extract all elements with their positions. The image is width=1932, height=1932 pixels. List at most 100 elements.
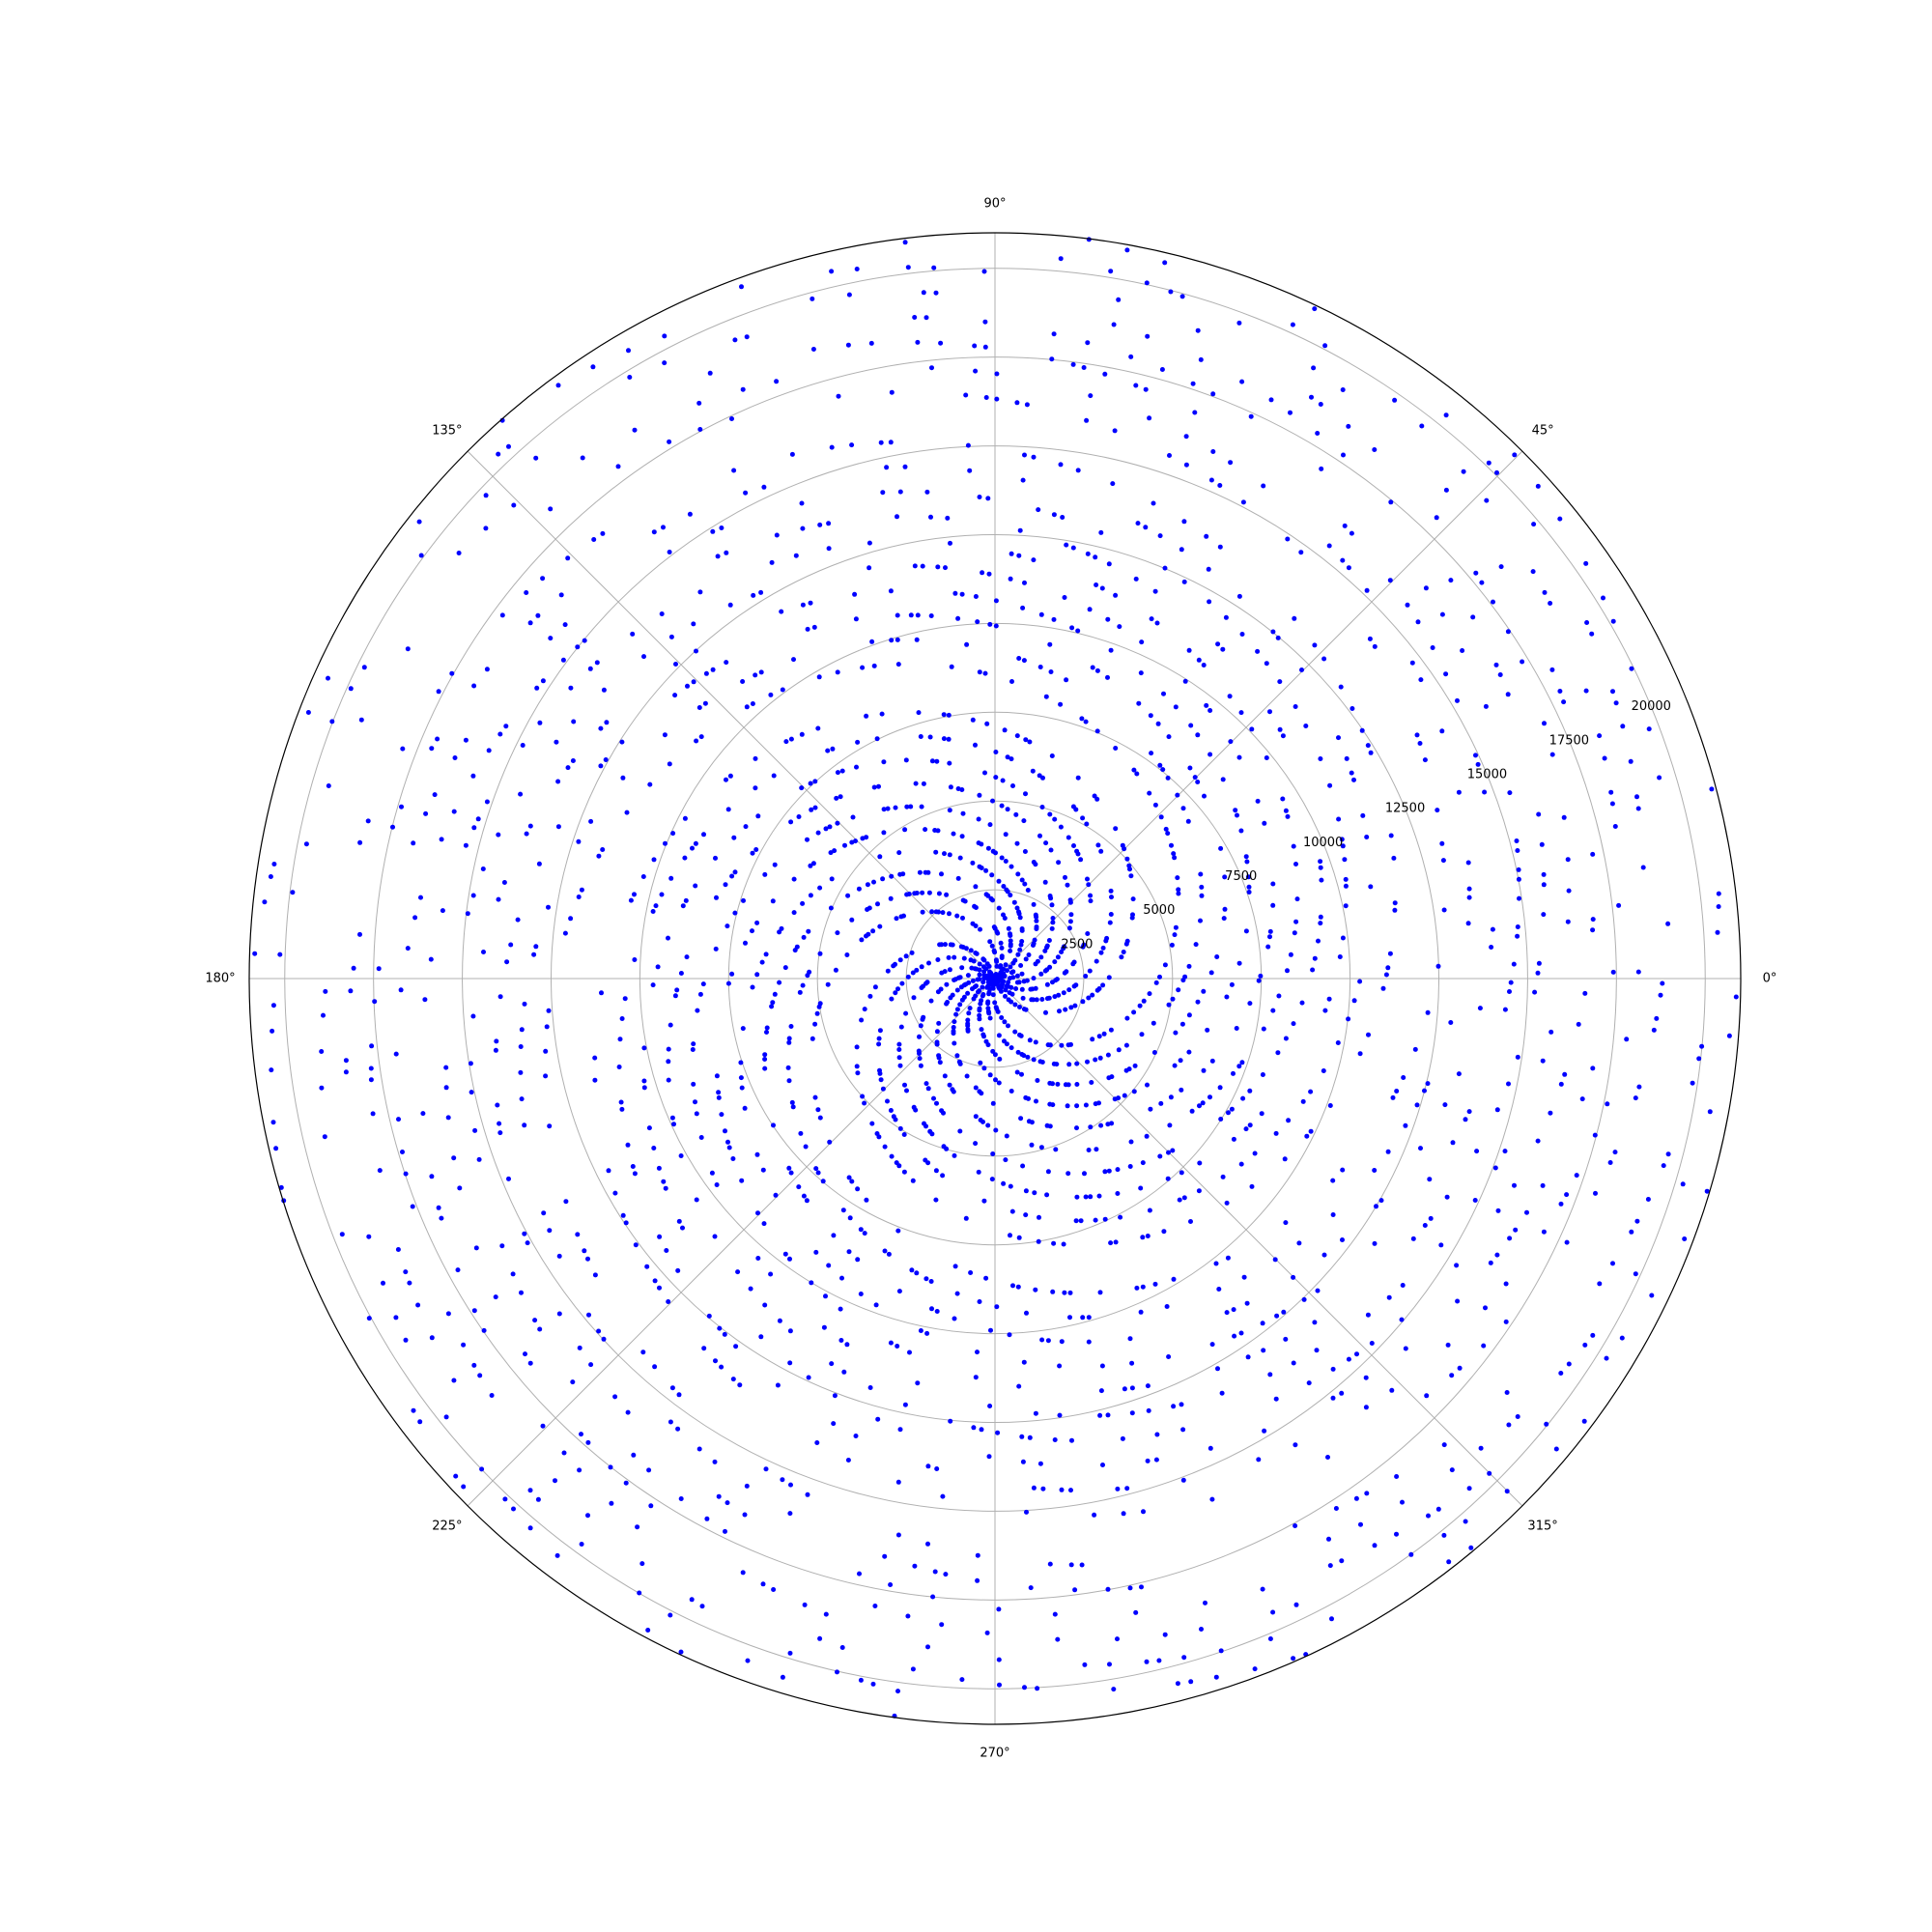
data-point	[984, 961, 990, 967]
data-point	[1330, 1212, 1336, 1217]
data-point	[381, 1280, 385, 1286]
data-point	[395, 1247, 401, 1252]
data-point	[923, 1081, 929, 1087]
data-point	[976, 989, 980, 995]
data-point	[775, 1382, 781, 1388]
data-point	[1139, 1584, 1144, 1590]
data-point	[455, 1267, 461, 1273]
data-point	[1006, 980, 1011, 985]
data-point	[898, 914, 904, 920]
data-point	[1365, 743, 1371, 749]
data-point	[1515, 933, 1520, 939]
data-point	[845, 893, 851, 898]
data-point	[1009, 756, 1014, 762]
data-point	[496, 451, 501, 457]
data-point	[594, 660, 600, 666]
data-point	[1610, 969, 1616, 975]
data-point	[1312, 955, 1318, 961]
data-point	[977, 495, 982, 499]
data-point	[656, 1165, 662, 1171]
data-point	[1043, 1009, 1048, 1015]
data-point	[759, 959, 765, 965]
data-point	[690, 1047, 696, 1052]
data-point	[532, 1318, 538, 1323]
data-point	[527, 620, 533, 626]
data-point	[855, 739, 861, 745]
data-point	[810, 296, 815, 301]
data-point	[928, 613, 934, 618]
data-point	[1121, 950, 1126, 954]
data-point	[1015, 952, 1021, 957]
data-point	[970, 986, 975, 992]
data-point	[1336, 816, 1342, 822]
data-point	[1439, 840, 1445, 846]
data-point	[977, 1012, 982, 1018]
data-point	[697, 589, 703, 595]
data-point	[941, 736, 947, 742]
data-point	[1183, 434, 1189, 440]
data-point	[1004, 1133, 1009, 1139]
data-point	[1293, 919, 1299, 924]
theta-tick-label: 45°	[1532, 423, 1554, 438]
data-point	[440, 908, 445, 914]
data-point	[518, 1069, 524, 1075]
data-point	[1443, 412, 1449, 418]
data-point	[976, 840, 981, 846]
data-point	[1058, 701, 1064, 707]
data-point	[952, 590, 958, 596]
data-point	[939, 970, 945, 976]
data-point	[1094, 1147, 1099, 1152]
data-point	[929, 365, 934, 371]
data-point	[1171, 1276, 1177, 1282]
data-point	[502, 1496, 508, 1502]
data-point	[1549, 667, 1555, 672]
data-point	[800, 602, 806, 608]
data-point	[271, 862, 277, 867]
data-point	[1083, 1194, 1089, 1200]
data-point	[1549, 752, 1555, 757]
data-point	[1445, 1342, 1451, 1348]
data-point	[1026, 952, 1032, 957]
data-point	[1340, 843, 1346, 849]
data-point	[618, 1099, 624, 1105]
data-point	[1011, 899, 1017, 905]
data-point	[716, 1094, 722, 1100]
data-point	[1401, 1075, 1406, 1080]
data-point	[1290, 322, 1295, 327]
data-point	[1224, 1200, 1230, 1206]
data-point	[1544, 1421, 1549, 1427]
data-point	[445, 1115, 451, 1121]
data-point	[1494, 1252, 1500, 1258]
data-point	[1450, 1140, 1456, 1146]
data-point	[893, 1117, 898, 1122]
data-point	[323, 988, 328, 994]
data-point	[540, 576, 546, 582]
data-point	[1561, 699, 1567, 705]
data-point	[869, 639, 875, 644]
data-point	[1449, 1467, 1455, 1473]
data-point	[1165, 831, 1171, 837]
data-point	[1096, 1193, 1102, 1199]
data-point	[1105, 1052, 1111, 1058]
data-point	[1267, 1636, 1273, 1641]
data-point	[1051, 616, 1057, 622]
data-point	[1023, 791, 1028, 797]
data-point	[429, 1174, 435, 1179]
data-point	[942, 851, 947, 857]
data-point	[1034, 1098, 1038, 1104]
data-point	[888, 1108, 894, 1113]
data-point	[1364, 835, 1370, 839]
data-point	[1506, 1422, 1512, 1428]
data-point	[1001, 884, 1007, 889]
data-point	[741, 897, 746, 903]
data-point	[470, 893, 476, 898]
data-point	[1072, 1587, 1078, 1593]
data-point	[1057, 1412, 1063, 1418]
data-point	[823, 826, 829, 832]
data-point	[290, 890, 296, 895]
data-point	[1489, 945, 1494, 950]
data-point	[1288, 410, 1293, 415]
data-point	[803, 1144, 809, 1150]
data-point	[1435, 963, 1441, 969]
data-point	[640, 1350, 646, 1355]
